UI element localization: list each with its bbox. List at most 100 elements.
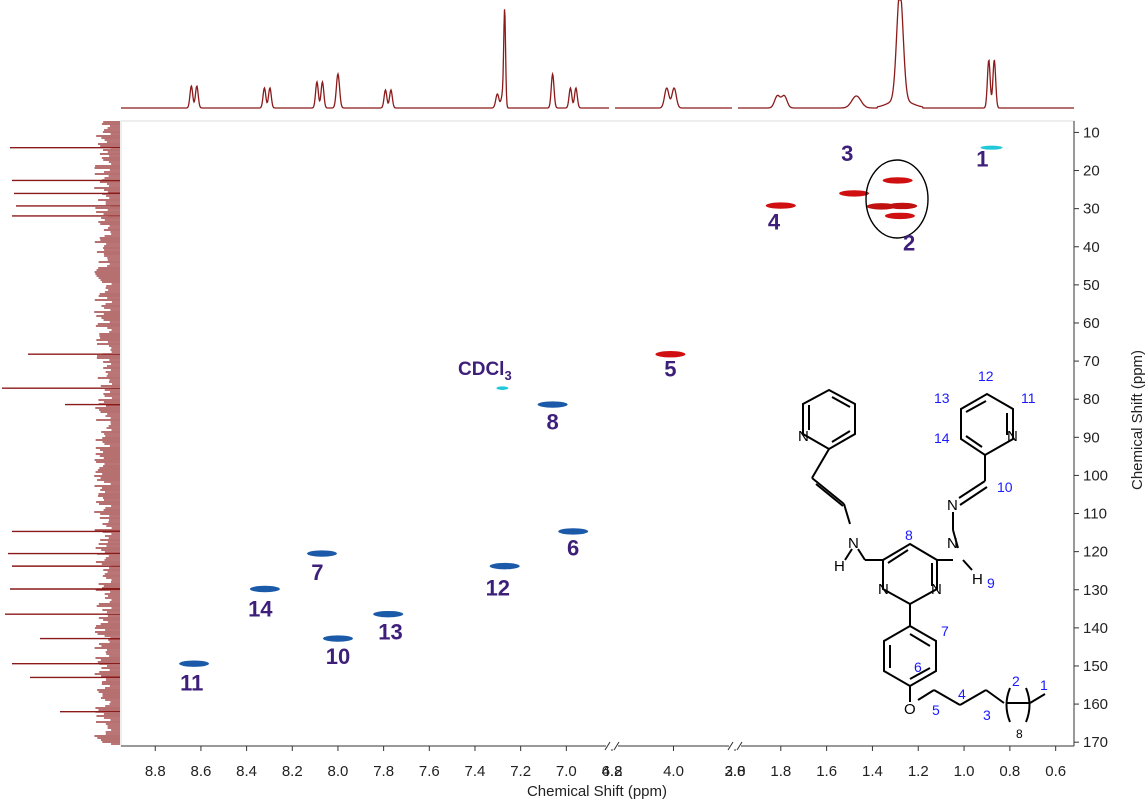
structure-atom-labels: N N H N N N H N N O 8 1 2 3 4 5 6 7 8 9 … <box>798 368 1048 741</box>
atom-n-pyridine-right: N <box>1007 428 1018 445</box>
peak-label: 14 <box>248 596 273 621</box>
x-axis-title: Chemical Shift (ppm) <box>527 783 667 800</box>
y-axis: 10 20 30 40 50 60 70 80 90 100 110 120 130 140 150 160 1… <box>1073 121 1108 751</box>
y-axis-title: Chemical Shift (ppm) <box>1129 350 1146 490</box>
struct-num-3: 3 <box>983 707 991 723</box>
proton-projection-trace <box>121 9 609 109</box>
struct-num-1: 1 <box>1040 677 1048 693</box>
atom-n-hydrazone-nh: N <box>947 535 958 552</box>
cross-peak <box>249 585 280 593</box>
y-tick-label: 170 <box>1083 734 1108 751</box>
cross-peak <box>373 610 404 618</box>
cross-peak <box>882 177 913 184</box>
y-tick-label: 40 <box>1083 239 1100 256</box>
y-tick-label: 90 <box>1083 429 1100 446</box>
axis-break-mark <box>604 741 611 751</box>
carbon-projection-spectrum <box>2 121 120 745</box>
peak-label: 12 <box>486 575 510 600</box>
x-tick-label: 8.4 <box>236 763 257 780</box>
cross-peak <box>558 528 589 535</box>
y-tick-label: 80 <box>1083 391 1100 408</box>
peak-label: 3 <box>841 141 853 166</box>
y-tick-label: 10 <box>1083 124 1100 141</box>
struct-num-5: 5 <box>932 702 940 718</box>
axis-break-mark <box>736 741 743 751</box>
axis-break-gap <box>729 743 741 749</box>
y-tick-label: 150 <box>1083 658 1108 675</box>
peak-label: 5 <box>664 356 676 381</box>
y-tick-label: 30 <box>1083 201 1100 218</box>
x-tick-label: 7.2 <box>510 763 531 780</box>
plot-frame <box>120 120 1075 747</box>
cross-peak <box>489 562 520 570</box>
y-tick-label: 20 <box>1083 163 1100 180</box>
cross-peak <box>306 550 337 557</box>
proton-projection-trace <box>738 0 1074 109</box>
struct-num-9: 9 <box>987 575 995 591</box>
peak-label: 10 <box>326 644 350 669</box>
peak-label: 11 <box>180 671 203 696</box>
atom-n-hydrazone-imine: N <box>947 497 958 514</box>
x-tick-label: 0.8 <box>999 763 1020 780</box>
cross-peak <box>884 212 915 220</box>
struct-num-8: 8 <box>905 527 913 543</box>
y-tick-label: 110 <box>1083 506 1107 523</box>
cross-peak <box>496 386 509 390</box>
struct-num-11: 11 <box>1021 390 1036 406</box>
y-tick-label: 120 <box>1083 544 1108 561</box>
cross-peak <box>655 351 686 358</box>
y-tick-label: 50 <box>1083 277 1100 294</box>
axis-break-mark <box>613 741 620 751</box>
cross-peaks <box>179 145 1003 667</box>
atom-n-pyrimidine-right: N <box>931 581 942 598</box>
struct-num-7: 7 <box>941 623 949 639</box>
y-tick-label: 140 <box>1083 620 1108 637</box>
solvent-label: CDCl3 <box>458 359 512 383</box>
cross-peak <box>765 202 796 209</box>
x-tick-label: 7.8 <box>373 763 394 780</box>
cross-peak <box>839 190 870 197</box>
struct-num-14: 14 <box>934 430 950 446</box>
x-tick-label: 1.6 <box>816 763 837 780</box>
x-tick-label: 8.6 <box>191 763 212 780</box>
cross-peak <box>980 145 1003 150</box>
struct-num-6: 6 <box>914 659 922 675</box>
axis-break-mark <box>727 741 734 751</box>
x-axis: 8.8 8.6 8.4 8.2 8.0 7.8 7.6 7.4 7.2 7.0 6.84.2 4.0 3… <box>121 741 1074 780</box>
struct-num-10: 10 <box>997 479 1013 495</box>
peak-label: 8 <box>546 410 558 435</box>
x-tick-label: 6.8 <box>602 763 623 780</box>
molecular-structure <box>802 388 1046 723</box>
peak-label: 1 <box>976 147 988 172</box>
x-tick-label: 8.8 <box>145 763 166 780</box>
proton-projection-spectrum <box>121 0 1074 109</box>
cross-peak <box>179 660 210 667</box>
x-tick-label: 1.2 <box>908 763 929 780</box>
repeat-count: 8 <box>1016 727 1023 741</box>
struct-num-13: 13 <box>934 390 950 406</box>
x-tick-label: 4.0 <box>663 763 684 780</box>
peak-label: 13 <box>378 619 402 644</box>
atom-h-amine: H <box>834 558 845 575</box>
x-tick-label: 3.8 <box>725 763 746 780</box>
x-tick-label: 8.0 <box>328 763 349 780</box>
x-tick-label: 0.6 <box>1045 763 1066 780</box>
axis-break-gap <box>606 743 618 749</box>
struct-num-12: 12 <box>978 368 994 384</box>
x-tick-label: 7.0 <box>556 763 577 780</box>
x-tick-label: 1.4 <box>862 763 883 780</box>
x-tick-label: 7.4 <box>465 763 486 780</box>
peak-label: 2 <box>903 231 915 256</box>
y-tick-label: 100 <box>1083 467 1108 484</box>
peak-label: 4 <box>768 210 781 235</box>
x-tick-label: 4.2 <box>602 763 623 780</box>
y-tick-label: 60 <box>1083 315 1100 332</box>
cross-peak <box>866 203 897 210</box>
x-tick-label: 1.0 <box>954 763 975 780</box>
y-tick-label: 70 <box>1083 353 1100 370</box>
y-tick-label: 160 <box>1083 696 1108 713</box>
atom-o-ether: O <box>904 701 916 718</box>
struct-num-4: 4 <box>958 686 966 702</box>
